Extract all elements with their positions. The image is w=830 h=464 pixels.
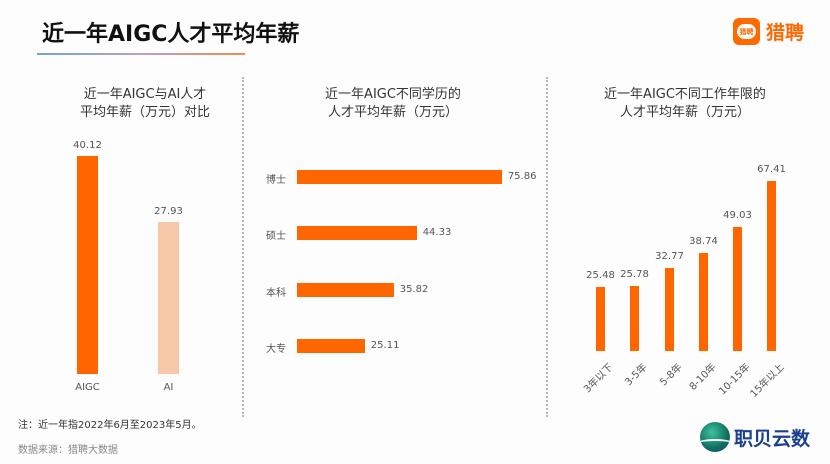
data-source: 数据来源：猎聘大数据: [18, 445, 118, 456]
bar: [767, 181, 776, 351]
value-label: 32.77: [655, 251, 684, 263]
bar: [630, 286, 639, 351]
chart-2-title-line-1: 近一年AIGC不同学历的: [325, 87, 461, 102]
value-label: 25.48: [586, 269, 615, 281]
value-label: 67.41: [757, 164, 786, 176]
watermark: 职贝云数: [700, 422, 810, 452]
chart-2-title: 近一年AIGC不同学历的 人才平均年薪（万元）: [318, 86, 468, 122]
category-label: 硕士: [266, 231, 286, 242]
value-label: 25.78: [620, 269, 649, 281]
divider-1: [242, 77, 244, 417]
bar: [297, 170, 502, 184]
bar: [699, 253, 708, 351]
chart-1-title-line-1: 近一年AIGC与AI人才: [83, 87, 207, 102]
bar: [665, 268, 674, 351]
wave-logo-icon: [700, 422, 730, 452]
chart-3-title-line-2: 人才平均年薪（万元）: [619, 105, 750, 120]
chart-1-title: 近一年AIGC与AI人才 平均年薪（万元）对比: [70, 86, 220, 122]
bar: [297, 339, 365, 353]
chart-3-title: 近一年AIGC不同工作年限的 人才平均年薪（万元）: [585, 86, 785, 122]
bar: [297, 283, 394, 297]
value-label: 25.11: [370, 340, 400, 351]
brand-name: 猎聘: [766, 22, 805, 44]
value-label: 49.03: [723, 210, 752, 222]
value-label: 44.33: [422, 227, 452, 238]
value-label: 40.12: [73, 140, 102, 152]
value-label: 35.82: [399, 284, 429, 295]
page-title: 近一年AIGC人才平均年薪: [42, 22, 300, 47]
watermark-name: 职贝云数: [734, 427, 811, 450]
liepin-logo-icon: 猎聘: [733, 18, 760, 45]
category-label: AIGC: [75, 382, 100, 393]
brand-icon-text: 猎聘: [737, 24, 756, 39]
bar: [158, 222, 179, 374]
bar: [596, 286, 605, 351]
category-label: 本科: [266, 288, 286, 299]
value-label: 75.86: [507, 171, 537, 182]
chart-2-title-line-2: 人才平均年薪（万元）: [327, 105, 458, 120]
value-label: 27.93: [154, 206, 183, 218]
category-label: AI: [163, 382, 174, 393]
divider-2: [546, 77, 548, 417]
category-label: 大专: [266, 344, 286, 355]
bar: [297, 226, 417, 240]
bar: [733, 227, 742, 351]
footnote: 注：近一年指2022年6月至2023年5月。: [18, 420, 202, 431]
chart-1-title-line-2: 平均年薪（万元）对比: [79, 105, 210, 120]
bar: [77, 156, 98, 374]
chart-3-title-line-1: 近一年AIGC不同工作年限的: [604, 87, 766, 102]
title-underline: [37, 53, 245, 55]
category-label: 博士: [266, 175, 286, 186]
brand-logo: 猎聘 猎聘: [733, 18, 804, 45]
value-label: 38.74: [689, 236, 718, 248]
